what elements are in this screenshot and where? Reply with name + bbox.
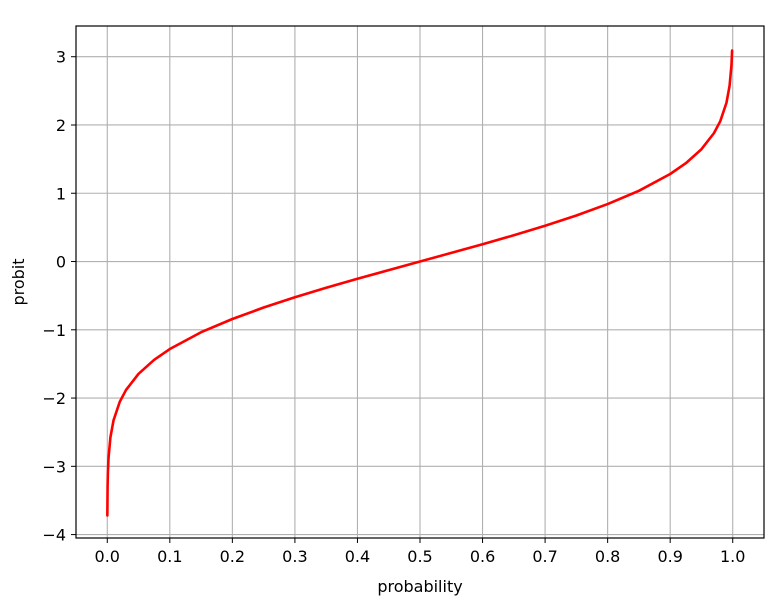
x-tick-label: 0.2 [220,547,245,566]
y-tick-label: −1 [42,321,66,340]
y-tick-label: 2 [56,116,66,135]
y-tick-label: −3 [42,457,66,476]
x-tick-label: 0.6 [470,547,495,566]
series-layer [106,49,734,517]
y-axis-label: probit [9,258,28,305]
x-tick-label: 0.5 [407,547,432,566]
probit-curve [106,49,734,517]
grid [76,26,764,538]
x-tick-label: 0.3 [282,547,307,566]
x-tick-label: 0.7 [532,547,557,566]
x-tick-label: 0.1 [157,547,182,566]
x-axis-label: probability [377,577,462,596]
x-tick-label: 0.4 [345,547,370,566]
x-tick-label: 0.8 [595,547,620,566]
y-tick-label: 3 [56,48,66,67]
y-tick-label: 1 [56,184,66,203]
ticks: 0.0 0.1 0.2 0.3 0.4 0.5 0.6 0.7 0.8 0.9 1.0 −4 −3 −2 −… [42,48,745,566]
y-tick-label: −2 [42,389,66,408]
y-tick-label: 0 [56,253,66,272]
x-tick-label: 0.9 [657,547,682,566]
y-tick-label: −4 [42,526,66,545]
x-tick-label: 1.0 [720,547,745,566]
x-tick-label: 0.0 [95,547,120,566]
